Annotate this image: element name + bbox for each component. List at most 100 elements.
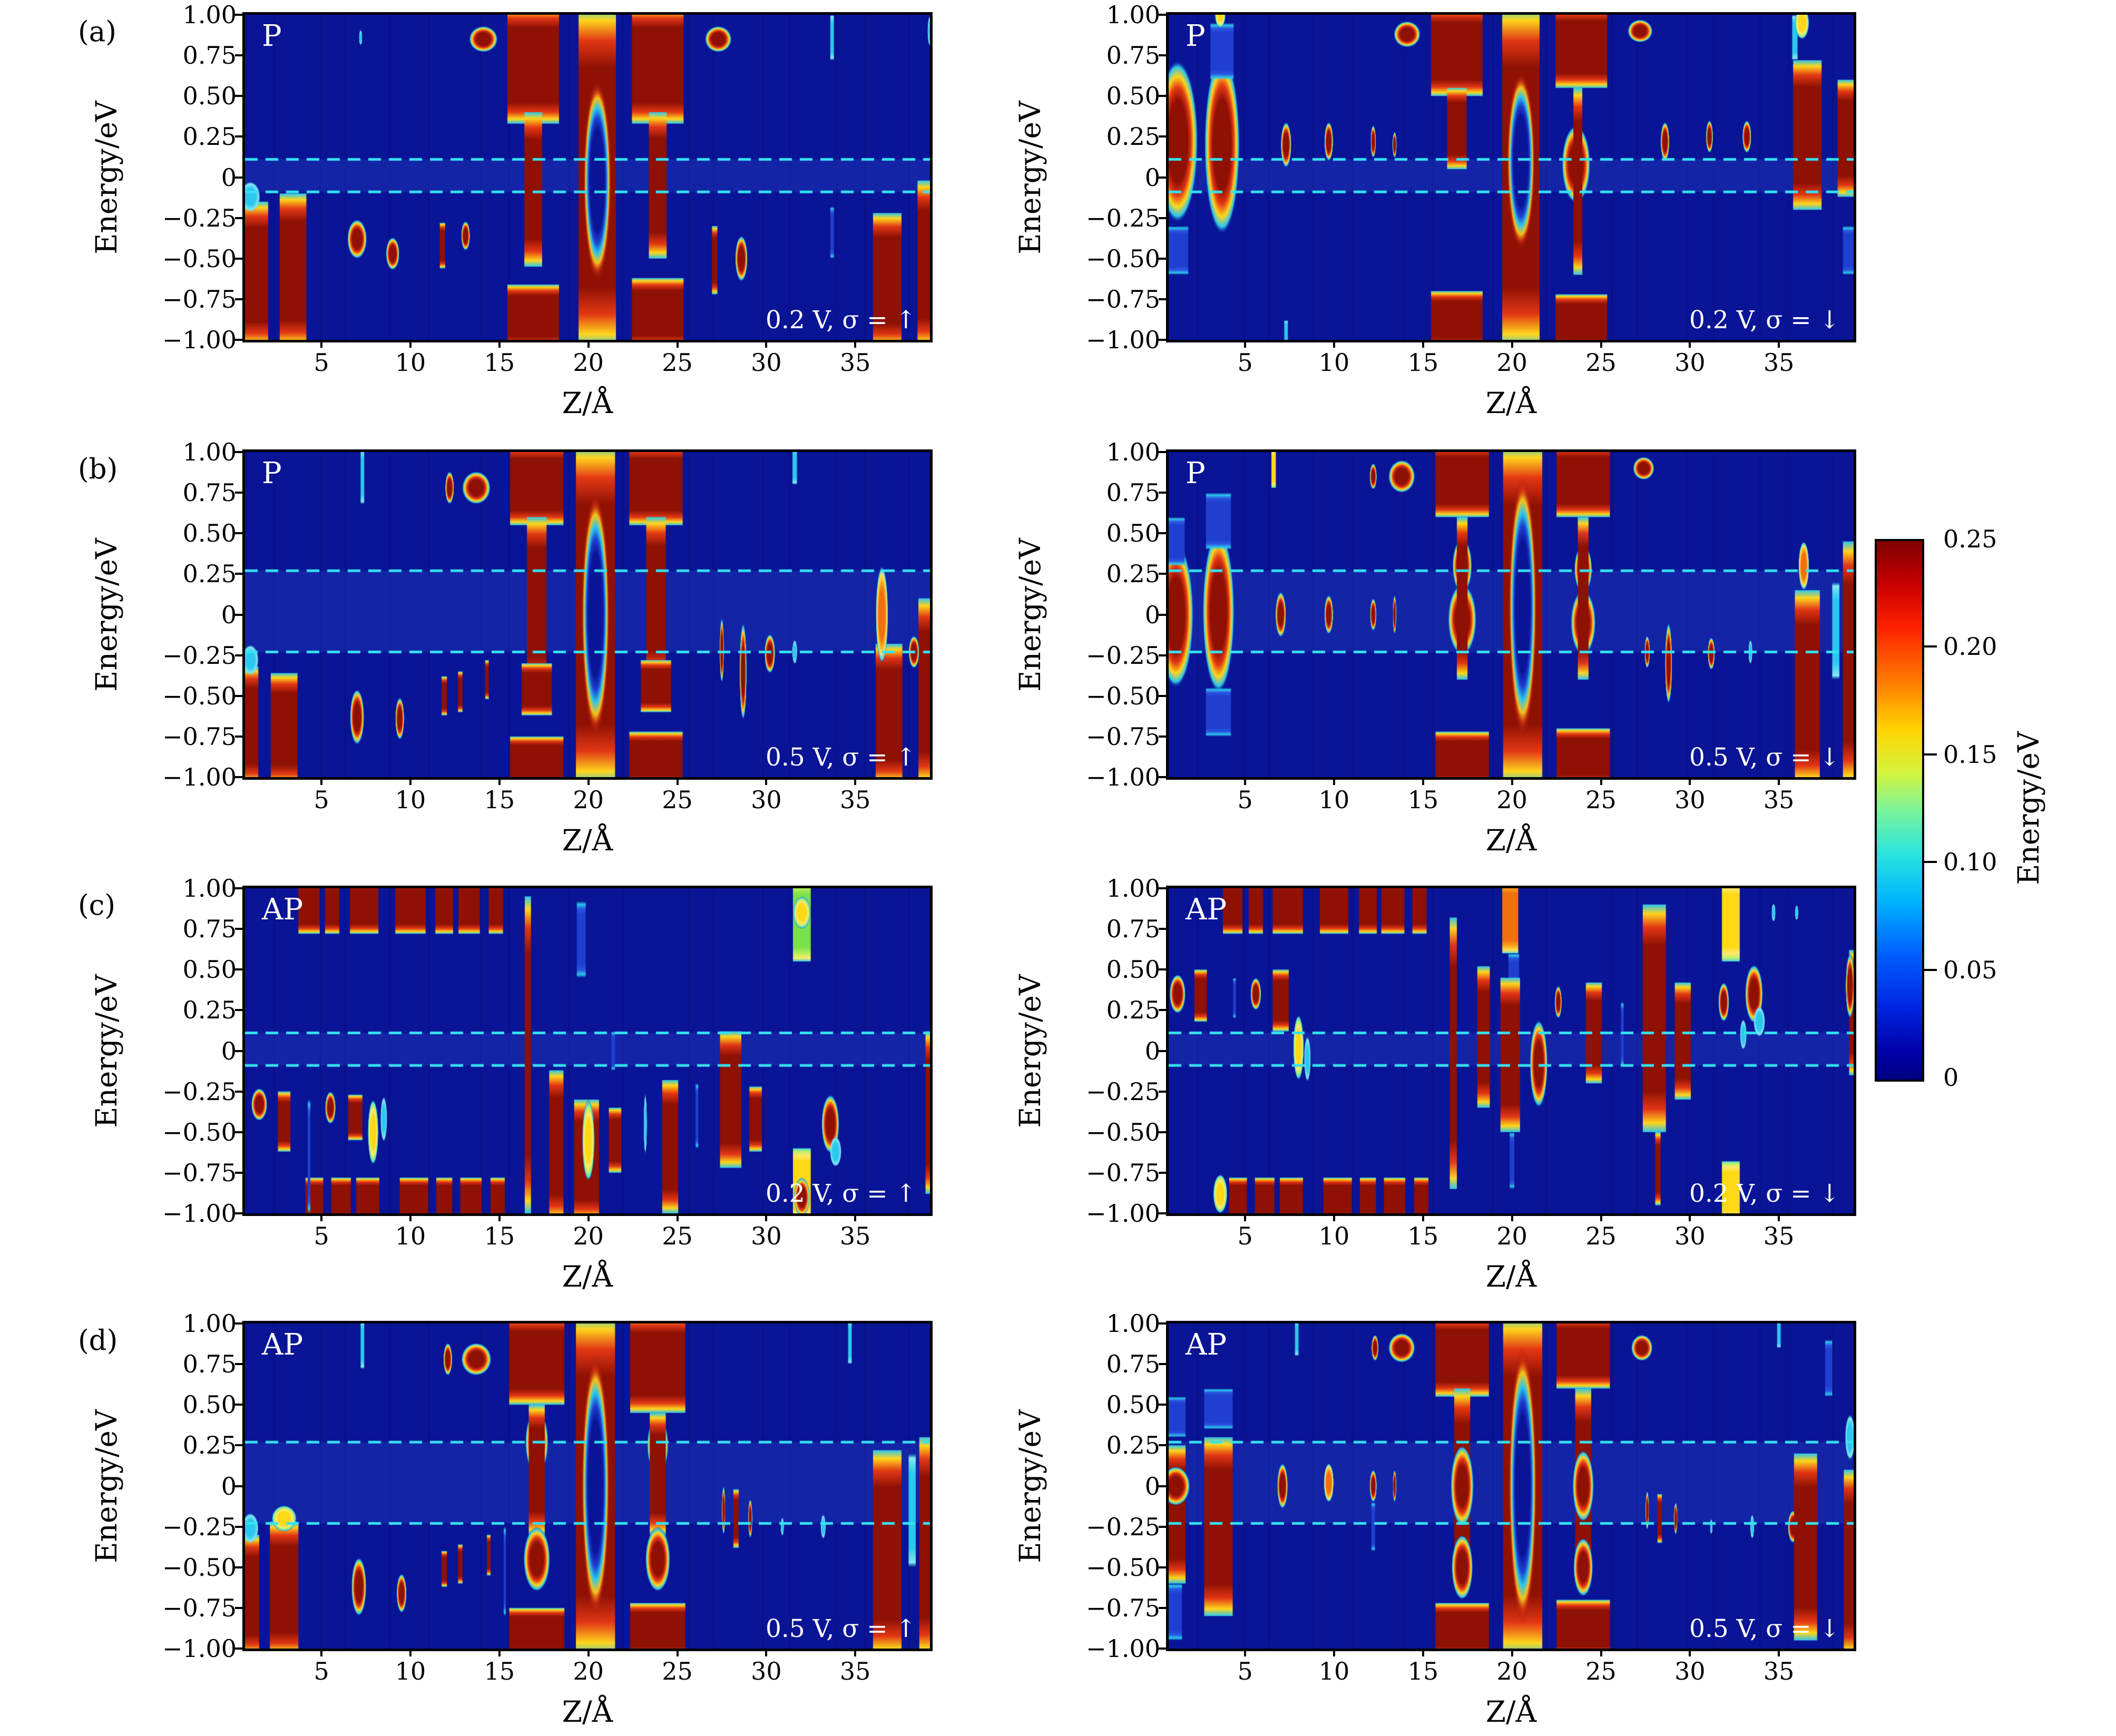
x-tick-mark: [1422, 340, 1424, 348]
y-tick-mark: [235, 298, 242, 300]
y-tick-label: −0.25: [1086, 1512, 1160, 1541]
y-tick-label: 0: [221, 1036, 237, 1065]
colorbar-tick-label: 0.10: [1943, 848, 1997, 877]
y-tick-label: 0: [221, 163, 237, 192]
y-tick-label: 0: [1144, 1472, 1160, 1500]
x-axis-label: Z/Å: [1485, 1695, 1537, 1729]
y-tick-label: 0.25: [182, 560, 237, 589]
colorbar-tick-label: 0.05: [1943, 955, 1997, 984]
y-tick-mark: [1159, 1606, 1166, 1609]
y-tick-mark: [1159, 968, 1166, 971]
y-tick-label: 0.75: [1106, 478, 1160, 507]
x-tick-label: 5: [1237, 348, 1253, 377]
x-tick-label: 20: [1496, 1222, 1527, 1250]
x-tick-mark: [854, 778, 857, 785]
y-tick-mark: [235, 217, 242, 219]
x-tick-label: 15: [484, 1222, 515, 1250]
y-tick-mark: [1159, 257, 1166, 260]
y-tick-label: −0.75: [162, 1158, 237, 1187]
y-tick-mark: [1159, 1404, 1166, 1406]
y-tick-mark: [1159, 694, 1166, 697]
y-tick-label: 0: [1144, 1036, 1160, 1065]
y-tick-mark: [235, 1647, 242, 1650]
y-tick-label: 1.00: [182, 874, 237, 903]
y-tick-label: 0: [1144, 600, 1160, 629]
y-tick-mark: [235, 339, 242, 341]
y-tick-mark: [235, 135, 242, 138]
y-tick-mark: [1159, 776, 1166, 778]
x-tick-mark: [1600, 1214, 1602, 1221]
plot-area: AP 0.2 V, σ = ↑: [242, 886, 933, 1216]
x-tick-label: 5: [314, 348, 329, 377]
x-tick-label: 25: [662, 1657, 693, 1685]
y-axis-label: Energy/eV: [90, 1409, 123, 1563]
y-tick-mark: [1159, 928, 1166, 930]
config-label: P: [262, 456, 282, 491]
x-tick-label: 15: [1407, 348, 1439, 377]
y-tick-label: −0.50: [162, 244, 237, 273]
y-tick-mark: [235, 1525, 242, 1528]
y-tick-label: −1.00: [162, 763, 237, 791]
x-tick-mark: [1778, 778, 1780, 785]
x-tick-mark: [1778, 1649, 1780, 1656]
y-tick-mark: [1159, 339, 1166, 341]
x-tick-label: 10: [395, 348, 426, 377]
y-tick-label: 1.00: [182, 438, 237, 466]
y-tick-label: −0.75: [1086, 1593, 1160, 1622]
y-tick-mark: [1159, 1171, 1166, 1174]
x-tick-mark: [1244, 778, 1247, 785]
y-tick-label: −0.50: [1086, 1117, 1160, 1146]
y-tick-mark: [1159, 887, 1166, 889]
y-tick-label: 0: [221, 1472, 237, 1500]
x-tick-label: 20: [1496, 1657, 1527, 1685]
colorbar-tick-label: 0: [1943, 1063, 1959, 1092]
x-tick-mark: [1422, 1649, 1424, 1656]
x-tick-label: 25: [662, 786, 693, 814]
y-tick-label: 0.75: [182, 1350, 237, 1379]
x-tick-mark: [1333, 340, 1336, 348]
y-tick-label: 0.50: [1106, 82, 1160, 111]
y-tick-mark: [1159, 613, 1166, 616]
x-tick-mark: [1422, 778, 1424, 785]
x-axis-label: Z/Å: [562, 1260, 613, 1293]
x-tick-mark: [498, 1214, 501, 1221]
x-tick-label: 20: [573, 786, 604, 814]
y-tick-label: −0.75: [162, 722, 237, 751]
x-tick-label: 15: [484, 786, 515, 814]
y-tick-label: 0.25: [1106, 122, 1160, 151]
y-tick-mark: [1159, 298, 1166, 300]
x-tick-mark: [676, 1214, 679, 1221]
y-tick-label: −0.25: [1086, 203, 1160, 232]
x-tick-label: 35: [1763, 1657, 1795, 1685]
x-tick-mark: [1511, 340, 1513, 348]
y-tick-label: 0.75: [182, 915, 237, 944]
y-tick-label: 0: [221, 600, 237, 629]
bias-spin-annotation: 0.5 V, σ = ↓: [1689, 743, 1840, 772]
y-tick-mark: [235, 968, 242, 971]
y-tick-label: 1.00: [1106, 438, 1160, 466]
y-tick-mark: [235, 1212, 242, 1214]
y-tick-mark: [1159, 1090, 1166, 1093]
x-tick-mark: [1689, 778, 1691, 785]
x-tick-label: 20: [573, 1657, 604, 1685]
x-tick-label: 25: [1585, 348, 1617, 377]
x-tick-label: 35: [1763, 348, 1795, 377]
y-tick-mark: [235, 613, 242, 616]
y-tick-mark: [235, 54, 242, 57]
y-axis-label: Energy/eV: [1013, 537, 1047, 692]
config-label: AP: [1186, 892, 1227, 927]
x-tick-mark: [320, 340, 323, 348]
y-tick-mark: [235, 1322, 242, 1325]
x-tick-mark: [409, 778, 412, 785]
plot-area: AP 0.2 V, σ = ↓: [1166, 886, 1856, 1216]
x-tick-mark: [854, 1214, 857, 1221]
row-label: (b): [78, 453, 118, 485]
y-tick-label: 1.00: [1106, 1, 1160, 29]
x-tick-mark: [1600, 778, 1602, 785]
y-tick-mark: [235, 1363, 242, 1366]
y-tick-label: −1.00: [1086, 763, 1160, 791]
bias-spin-annotation: 0.2 V, σ = ↑: [765, 306, 916, 335]
y-tick-mark: [235, 95, 242, 97]
y-tick-mark: [235, 1009, 242, 1012]
heatmap-canvas: [245, 1323, 930, 1649]
